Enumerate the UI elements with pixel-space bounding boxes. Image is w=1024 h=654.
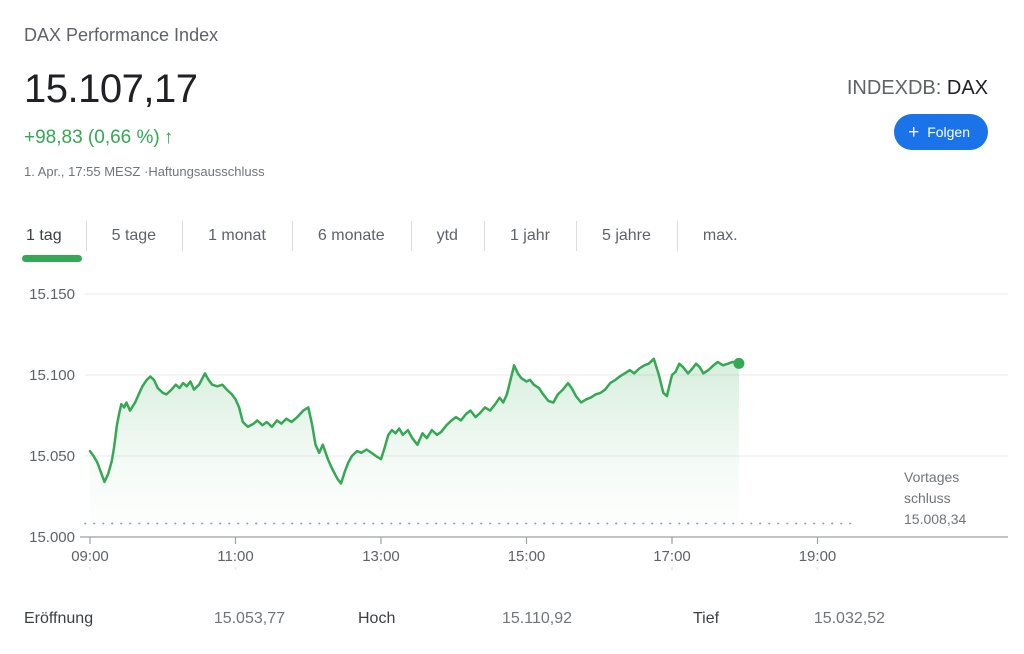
y-axis-label: 15.100 [29, 367, 75, 384]
tab-label: 6 monate [317, 227, 385, 244]
price-change: +98,83 (0,66 %) ↑ [24, 126, 265, 150]
x-axis-label: 11:00 [217, 548, 253, 565]
quote-header: 15.107,17 +98,83 (0,66 %) ↑ 1. Apr., 17:5… [24, 66, 988, 180]
tab-label: ytd [436, 227, 458, 244]
tab-ytd[interactable]: ytd [410, 218, 484, 254]
price-chart: 15.000 15.050 15.100 15.150 09:00 11:00 13:00 1… [0, 270, 1024, 570]
tab-label: max. [702, 227, 738, 244]
stat-open: Eröffnung 15.053,77 [24, 606, 285, 632]
quote-timestamp: 1. Apr., 17:55 MESZ [24, 164, 141, 179]
y-axis-label: 15.050 [29, 448, 75, 465]
x-axis-label: 09:00 [71, 548, 109, 565]
tab-max[interactable]: max. [676, 218, 764, 254]
tab-label: 1 monat [208, 227, 266, 244]
tab-label: 1 tag [26, 227, 62, 244]
price-line [88, 357, 741, 485]
tab-label: 5 tage [111, 227, 157, 244]
quote-meta: 1. Apr., 17:55 MESZ ·Haftungsausschluss [24, 164, 265, 180]
stat-open-label: Eröffnung [24, 610, 94, 627]
finance-quote-page: DAX Performance Index 15.107,17 +98,83 (… [0, 25, 1024, 632]
plus-icon: + [908, 121, 920, 143]
stat-high-label: Hoch [358, 610, 396, 627]
price-change-value: +98,83 (0,66 %) [24, 127, 160, 148]
ticker-block: INDEXDB: DAX + Folgen [847, 66, 988, 150]
x-axis-label: 15:00 [508, 548, 546, 565]
price-chart-svg[interactable]: 15.000 15.050 15.100 15.150 09:00 11:00 13:00 1… [0, 270, 1024, 570]
x-axis-label: 17:00 [653, 548, 691, 565]
tab-5-tage[interactable]: 5 tage [85, 218, 182, 254]
stat-low-value: 15.032,52 [813, 610, 885, 627]
disclaimer-link[interactable]: Haftungsausschluss [148, 164, 265, 179]
tab-1-jahr[interactable]: 1 jahr [483, 218, 576, 254]
last-price-dot [733, 357, 745, 369]
stat-high-value: 15.110,92 [502, 610, 572, 627]
x-axis-label: 13:00 [362, 548, 400, 565]
tab-1-tag[interactable]: 1 tag [22, 218, 86, 262]
tab-6-monate[interactable]: 6 monate [291, 218, 411, 254]
meta-dot-separator: · [143, 164, 149, 179]
key-stats-row: Eröffnung 15.053,77 Hoch 15.110,92 Tief … [24, 606, 1000, 632]
symbol-label: DAX [946, 77, 988, 99]
follow-button-label: Folgen [927, 124, 970, 140]
stat-high: Hoch 15.110,92 [358, 606, 572, 632]
tab-5-jahre[interactable]: 5 jahre [575, 218, 677, 254]
y-axis-label: 15.150 [29, 286, 75, 303]
stat-open-value: 15.053,77 [213, 610, 285, 627]
y-axis-label: 15.000 [29, 529, 75, 546]
previous-close-value: 15.008,34 [904, 511, 967, 527]
tab-1-monat[interactable]: 1 monat [182, 218, 292, 254]
active-tab-indicator [22, 255, 82, 262]
time-range-tabs: 1 tag 5 tage 1 monat 6 monate ytd 1 jahr… [22, 218, 1000, 262]
exchange-ticker: INDEXDB: DAX [847, 76, 988, 100]
exchange-label: INDEXDB: [846, 77, 942, 99]
previous-close-label-line2: schluss [904, 490, 951, 506]
area-fill [90, 358, 739, 537]
previous-close-label-line1: Vortages [904, 469, 960, 485]
previous-close-note: Vortages schluss 15.008,34 [904, 467, 966, 530]
price-block: 15.107,17 +98,83 (0,66 %) ↑ 1. Apr., 17:5… [24, 66, 265, 180]
page-title: DAX Performance Index [24, 25, 219, 45]
current-price: 15.107,17 [24, 67, 198, 111]
x-axis-label: 19:00 [799, 548, 837, 565]
tab-label: 1 jahr [509, 227, 550, 244]
stat-low-label: Tief [693, 610, 720, 627]
stat-low: Tief 15.032,52 [693, 606, 885, 632]
up-arrow-icon: ↑ [163, 127, 174, 148]
follow-button[interactable]: + Folgen [894, 114, 988, 150]
tab-label: 5 jahre [601, 227, 651, 244]
